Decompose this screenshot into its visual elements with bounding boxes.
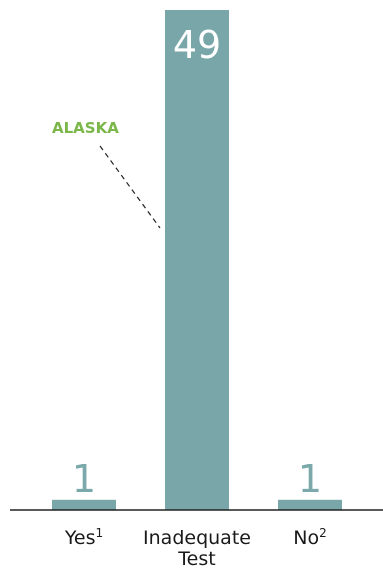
annotation-leader-line-0 — [99, 145, 161, 229]
category-footnote-2: 2 — [319, 526, 327, 540]
category-label-1-line-1: Test — [177, 548, 215, 570]
category-label-0: Yes1 — [64, 526, 103, 549]
bar-1 — [165, 10, 229, 510]
bar-2 — [278, 499, 342, 510]
value-label-2: 1 — [298, 457, 322, 501]
annotations-group: ALASKA — [52, 119, 161, 229]
bars-group — [52, 10, 342, 510]
annotation-label-0: ALASKA — [52, 119, 119, 137]
category-label-1-line-0: Inadequate — [143, 527, 251, 549]
value-label-1: 49 — [173, 23, 221, 67]
bar-0 — [52, 499, 116, 510]
value-label-0: 1 — [72, 457, 96, 501]
category-footnote-0: 1 — [96, 526, 104, 540]
value-labels-group: 1 49 1 — [72, 23, 322, 501]
category-label-2: No2 — [293, 526, 326, 549]
